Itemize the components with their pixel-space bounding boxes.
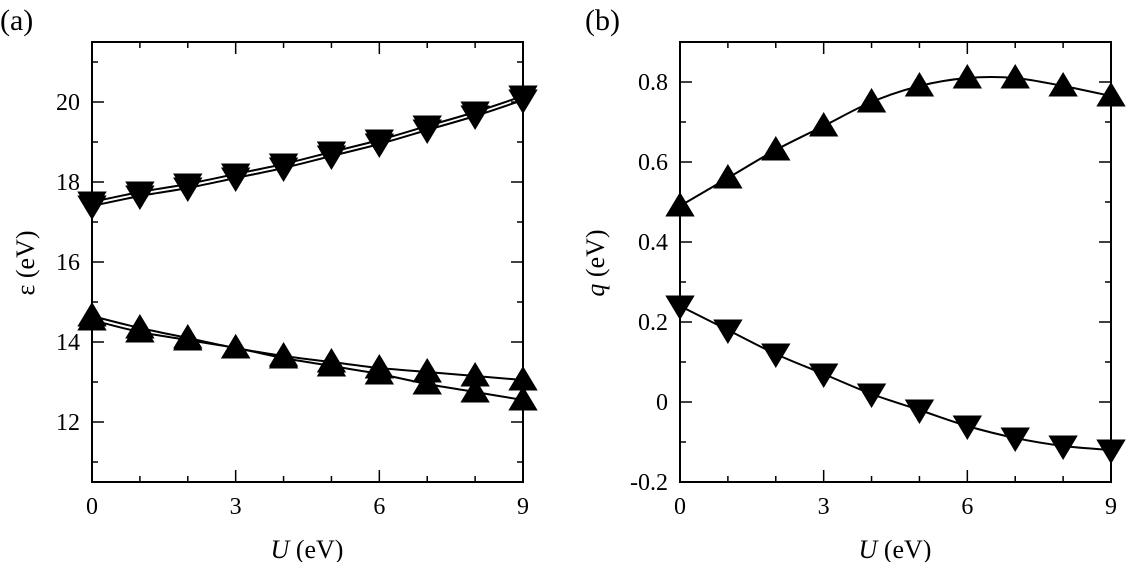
- data-point-up: [808, 112, 839, 137]
- data-point-down: [856, 383, 887, 408]
- data-point-down-2: [220, 167, 251, 192]
- data-point-down-2: [508, 89, 538, 114]
- y-tick-label: 12: [56, 410, 80, 436]
- data-point-up: [1000, 64, 1030, 89]
- data-point-down: [808, 363, 839, 388]
- panel-b: (b) 0 3 6 9-0.200.20.40.60.8 U (eV) q (eV): [581, 4, 1126, 562]
- y-tick-label: 0: [656, 390, 668, 416]
- data-point-up-2: [412, 370, 442, 395]
- y-tick-label: 16: [56, 250, 80, 276]
- x-tick-label: 3: [230, 494, 242, 520]
- x-tick-label: 3: [818, 494, 830, 520]
- data-point-up-2: [364, 360, 395, 385]
- data-point-down-2: [173, 177, 203, 202]
- data-point-down: [1000, 427, 1030, 452]
- data-point-down: [713, 319, 743, 344]
- data-point-up: [904, 72, 935, 97]
- data-point-down: [904, 399, 935, 424]
- series-line-down-1: [91, 95, 524, 203]
- data-point-up: [856, 88, 887, 113]
- series-line-down-2: [91, 99, 524, 207]
- data-point-down-2: [316, 145, 347, 170]
- x-tick-label: 6: [961, 494, 973, 520]
- data-point-up: [665, 192, 695, 217]
- data-point-up-1: [460, 362, 490, 387]
- data-point-up: [713, 164, 743, 189]
- y-tick-label: 0.4: [638, 230, 668, 256]
- data-point-up: [761, 136, 791, 161]
- data-point-down-2: [460, 105, 490, 130]
- panel-b-label: (b): [585, 4, 620, 37]
- x-tick-label: 6: [373, 494, 385, 520]
- data-point-down-2: [268, 157, 299, 182]
- data-point-up-2: [460, 378, 490, 403]
- series-line-up-1: [91, 315, 524, 381]
- data-point-up-2: [220, 334, 251, 359]
- panel-a-xlabel: U (eV): [271, 535, 344, 562]
- data-point-up: [1048, 72, 1078, 97]
- series-line-up: [679, 76, 1112, 207]
- panel-b-series: [665, 64, 1126, 464]
- data-point-up-2: [173, 326, 203, 351]
- y-tick-label: 0.2: [638, 310, 668, 336]
- data-point-up-2: [125, 318, 155, 343]
- data-point-up: [1096, 82, 1126, 107]
- panel-b-ticks: 0 3 6 9-0.200.20.40.60.8: [630, 42, 1117, 520]
- panel-a: (a) 0 3 6 9 12 14 16 18 20 U (eV) ε (eV): [0, 4, 538, 562]
- data-point-down: [1096, 439, 1126, 464]
- x-tick-label: 9: [517, 494, 529, 520]
- panel-a-frame: [91, 41, 524, 483]
- data-point-up-2: [268, 344, 299, 369]
- y-tick-label: 0.8: [638, 70, 668, 96]
- panel-a-ticks: 0 3 6 9 12 14 16 18 20: [56, 42, 529, 520]
- series-line-down: [679, 305, 1112, 451]
- y-tick-label: 14: [56, 330, 80, 356]
- y-tick-label: -0.2: [630, 470, 668, 496]
- panel-b-ylabel: q (eV): [581, 229, 610, 296]
- data-point-up-2: [508, 386, 538, 411]
- data-point-down: [1048, 435, 1078, 460]
- panel-b-xlabel: U (eV): [859, 535, 932, 562]
- x-tick-label: 0: [86, 494, 98, 520]
- data-point-down: [665, 295, 695, 320]
- x-tick-label: 9: [1105, 494, 1117, 520]
- y-tick-label: 0.6: [638, 150, 668, 176]
- panel-b-frame: [679, 41, 1112, 483]
- data-point-down-2: [364, 133, 395, 158]
- panel-a-label: (a): [0, 4, 33, 37]
- data-point-down: [761, 343, 791, 368]
- data-point-up-2: [316, 352, 347, 377]
- panel-a-series: [77, 85, 538, 411]
- series-line-up-2: [91, 319, 524, 401]
- panel-a-ylabel: ε (eV): [11, 230, 40, 295]
- data-point-up-2: [77, 306, 107, 331]
- data-point-up-1: [508, 366, 538, 391]
- data-point-down: [952, 415, 983, 440]
- data-point-down-2: [77, 195, 107, 220]
- y-tick-label: 20: [56, 90, 80, 116]
- data-point-down-2: [125, 185, 155, 210]
- y-tick-label: 18: [56, 170, 80, 196]
- data-point-up: [952, 64, 983, 89]
- x-tick-label: 0: [674, 494, 686, 520]
- data-point-down-2: [412, 119, 442, 144]
